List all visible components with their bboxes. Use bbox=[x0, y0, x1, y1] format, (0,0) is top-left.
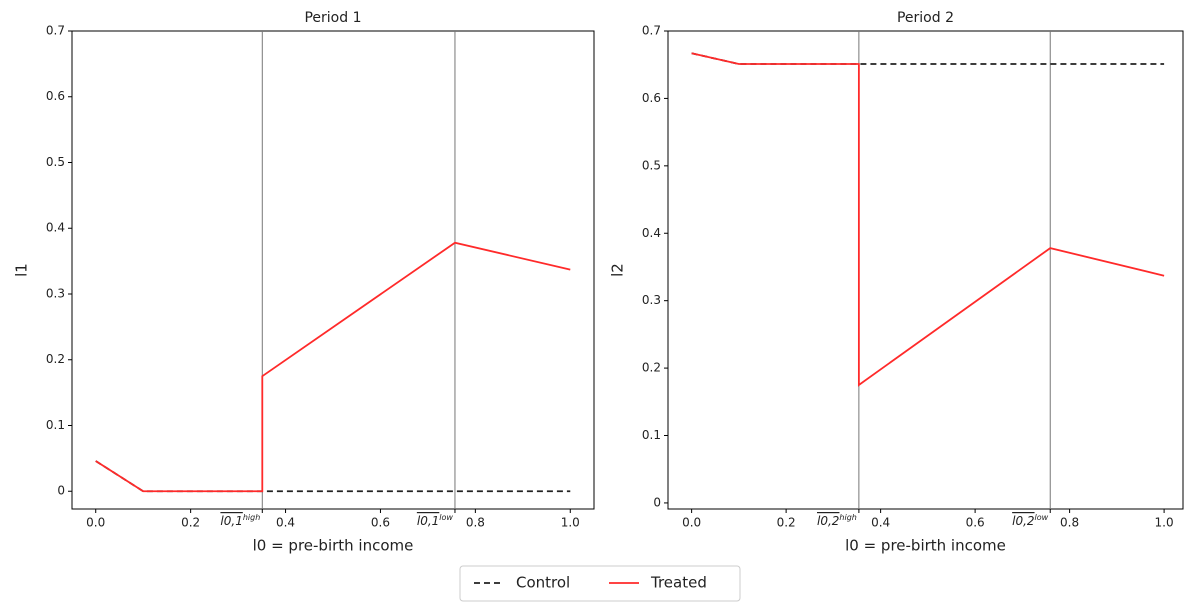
tick-label-sup: low bbox=[439, 513, 453, 522]
y-tick-label: 0.5 bbox=[46, 155, 65, 169]
x-tick-label: 0.4 bbox=[871, 516, 890, 530]
x-axis-label: l0 = pre-birth income bbox=[253, 537, 414, 555]
chart-title: Period 2 bbox=[897, 10, 954, 26]
y-tick-label: 0.5 bbox=[642, 158, 661, 172]
y-tick-label: 0.2 bbox=[46, 352, 65, 366]
x-tick-label: 1.0 bbox=[561, 516, 580, 530]
series-line bbox=[95, 241, 571, 493]
y-tick-label: 0.6 bbox=[642, 91, 661, 105]
y-tick-label: 0.2 bbox=[642, 361, 661, 375]
y-tick-label: 0.3 bbox=[642, 293, 661, 307]
x-tick-label: 0.4 bbox=[276, 516, 295, 530]
x-tick-label: l0,1low bbox=[417, 513, 454, 528]
x-tick-label: 0.6 bbox=[371, 516, 390, 530]
legend-label: Treated bbox=[650, 574, 707, 592]
tick-label-sup: high bbox=[839, 513, 856, 522]
y-tick-label: 0 bbox=[57, 484, 65, 498]
x-tick-label: l0,2high bbox=[817, 513, 857, 528]
legend-box bbox=[459, 565, 741, 602]
y-tick-label: 0 bbox=[653, 495, 661, 509]
x-tick-label: 0.0 bbox=[682, 516, 701, 530]
x-tick-label: 0.6 bbox=[966, 516, 985, 530]
x-axis-label: l0 = pre-birth income bbox=[845, 537, 1006, 555]
x-tick-label: 1.0 bbox=[1155, 516, 1174, 530]
tick-label-base: l0,1 bbox=[220, 514, 242, 528]
series-line bbox=[691, 52, 1165, 65]
series-line bbox=[691, 52, 1165, 387]
plot-frame bbox=[71, 30, 595, 510]
tick-label-sup: low bbox=[1035, 513, 1049, 522]
series-line bbox=[95, 460, 571, 493]
x-tick-label: 0.8 bbox=[1060, 516, 1079, 530]
y-tick-label: 0.7 bbox=[642, 24, 661, 38]
y-tick-label: 0.6 bbox=[46, 89, 65, 103]
x-tick-label: 0.0 bbox=[86, 516, 105, 530]
chart-title: Period 1 bbox=[304, 10, 361, 26]
y-tick-label: 0.1 bbox=[46, 418, 65, 432]
y-axis-label: l1 bbox=[13, 263, 31, 277]
x-tick-label: 0.2 bbox=[181, 516, 200, 530]
x-tick-label: 0.8 bbox=[466, 516, 485, 530]
y-tick-label: 0.4 bbox=[642, 226, 661, 240]
y-tick-label: 0.4 bbox=[46, 221, 65, 235]
x-tick-label: l0,2low bbox=[1012, 513, 1049, 528]
tick-label-base: l0,2 bbox=[1012, 514, 1034, 528]
tick-label-sup: high bbox=[243, 513, 260, 522]
y-axis-label: l2 bbox=[609, 263, 627, 277]
tick-label-base: l0,2 bbox=[817, 514, 839, 528]
x-tick-label: l0,1high bbox=[220, 513, 260, 528]
x-tick-label: 0.2 bbox=[777, 516, 796, 530]
legend-label: Control bbox=[516, 574, 570, 592]
y-tick-label: 0.3 bbox=[46, 286, 65, 300]
plot-frame bbox=[667, 30, 1184, 510]
y-tick-label: 0.7 bbox=[46, 24, 65, 38]
y-tick-label: 0.1 bbox=[642, 428, 661, 442]
tick-label-base: l0,1 bbox=[417, 514, 439, 528]
